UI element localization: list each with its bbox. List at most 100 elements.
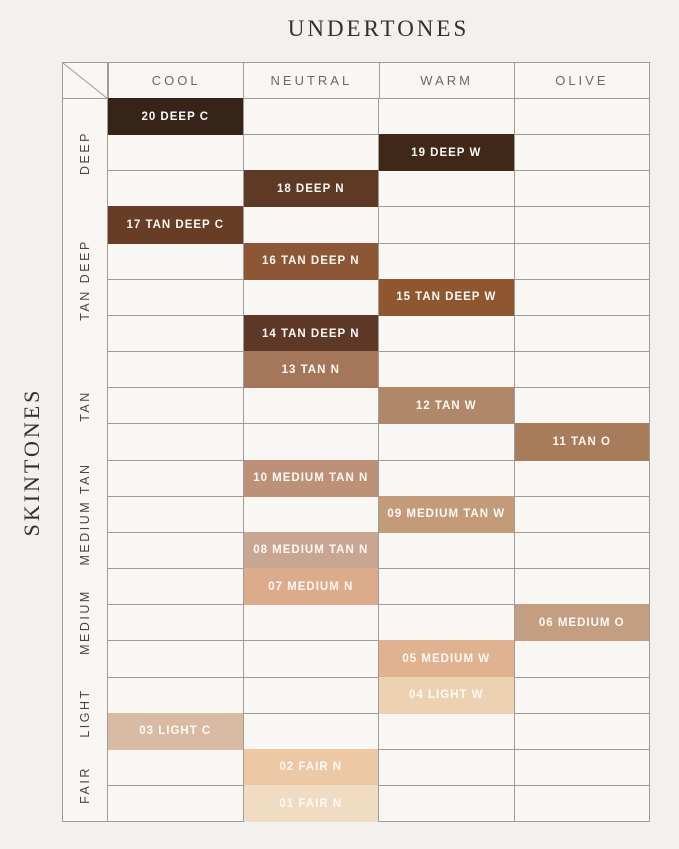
empty-cell [242, 388, 379, 424]
shade-cell-10-medium-tan-n: 10 MEDIUM TAN N [242, 459, 378, 497]
empty-cell [378, 243, 514, 279]
grid-row-7: 14 TAN DEEP N [108, 314, 650, 353]
group-label-deep: DEEP [78, 131, 92, 176]
empty-cell [108, 388, 243, 423]
empty-cell [513, 99, 650, 135]
column-header-neutral: NEUTRAL [243, 63, 378, 98]
shade-cell-label: 16 TAN DEEP N [261, 255, 360, 268]
column-header-olive: OLIVE [513, 63, 649, 98]
empty-cell [108, 641, 243, 676]
empty-cell [108, 605, 243, 640]
shade-cell-11-tan-o: 11 TAN O [513, 423, 649, 461]
empty-cell [242, 677, 379, 713]
empty-cell [108, 750, 243, 785]
skintones-axis-label: SKINTONES [19, 387, 44, 537]
shade-cell-05-medium-w: 05 MEDIUM W [378, 640, 514, 678]
shade-cell-label: 01 FAIR N [279, 797, 343, 810]
empty-cell [378, 460, 514, 496]
shade-cell-label: 08 MEDIUM TAN N [253, 544, 369, 557]
chart-title: UNDERTONES [287, 16, 470, 41]
shade-cell-20-deep-c: 20 DEEP C [108, 98, 243, 136]
empty-cell [513, 352, 650, 388]
group-label-light: LIGHT [78, 688, 92, 738]
table-body: DEEP TAN DEEP TAN MEDIUM TAN MEDIUM LIGHT FAIR… [63, 98, 650, 823]
grid-row-16: 05 MEDIUM W [108, 640, 649, 678]
empty-cell [378, 99, 514, 135]
grid-row-20: 01 FAIR N [108, 784, 649, 823]
grid-row-15: 06 MEDIUM O [108, 604, 649, 642]
empty-cell [108, 786, 243, 821]
empty-cell [108, 352, 243, 387]
empty-cell [513, 388, 650, 424]
empty-cell [513, 279, 650, 315]
empty-cell [242, 713, 379, 749]
empty-cell [513, 207, 650, 243]
empty-cell [242, 207, 379, 243]
empty-cell [513, 460, 650, 496]
empty-cell [378, 749, 514, 785]
empty-cell [108, 280, 243, 315]
shade-cell-12-tan-w: 12 TAN W [378, 387, 514, 425]
empty-cell [378, 171, 514, 207]
shade-cell-label: 09 MEDIUM TAN W [387, 508, 506, 521]
shade-cell-08-medium-tan-n: 08 MEDIUM TAN N [242, 531, 378, 570]
shade-cell-03-light-c: 03 LIGHT C [108, 712, 243, 750]
empty-cell [513, 749, 650, 785]
column-header-cool: COOL [108, 63, 243, 98]
grid-row-11: 10 MEDIUM TAN N [108, 459, 650, 497]
shade-cell-19-deep-w: 19 DEEP W [378, 134, 514, 172]
empty-cell [513, 569, 650, 605]
shade-cell-label: 07 MEDIUM N [268, 580, 354, 593]
empty-cell [108, 316, 243, 351]
shade-cell-18-deep-n: 18 DEEP N [242, 170, 378, 208]
column-header-warm: WARM [378, 63, 514, 98]
empty-cell [513, 532, 650, 569]
empty-cell [108, 533, 243, 568]
skintone-group-column: DEEP TAN DEEP TAN MEDIUM TAN MEDIUM LIGHT FAIR [63, 99, 108, 821]
empty-cell [513, 713, 650, 749]
grid-row-18: 03 LIGHT C [108, 712, 650, 750]
empty-cell [108, 678, 243, 713]
empty-cell [242, 605, 379, 641]
empty-cell [108, 461, 243, 496]
shade-cell-02-fair-n: 02 FAIR N [242, 748, 378, 786]
shade-cell-label: 02 FAIR N [279, 761, 343, 774]
shade-cell-label: 11 TAN O [552, 435, 611, 448]
empty-cell [513, 315, 650, 352]
shade-cell-17-tan-deep-c: 17 TAN DEEP C [108, 206, 243, 244]
grid-row-14: 07 MEDIUM N [108, 568, 650, 606]
shade-cell-label: 06 MEDIUM O [538, 616, 625, 629]
empty-cell [242, 99, 379, 135]
shade-cell-06-medium-o: 06 MEDIUM O [513, 604, 649, 642]
empty-cell [378, 713, 514, 749]
grid-row-17: 04 LIGHT W [108, 676, 649, 714]
empty-cell [378, 785, 514, 822]
grid-row-12: 09 MEDIUM TAN W [108, 495, 650, 533]
shade-cell-label: 05 MEDIUM W [402, 652, 491, 665]
empty-cell [242, 279, 379, 315]
empty-cell [378, 352, 514, 388]
empty-cell [513, 135, 650, 171]
corner-diagonal-line [63, 63, 108, 99]
shade-cell-09-medium-tan-w: 09 MEDIUM TAN W [378, 495, 514, 533]
grid-row-1: 20 DEEP C [108, 98, 650, 136]
grid-row-8: 13 TAN N [108, 351, 650, 389]
empty-cell [242, 641, 379, 677]
shade-chart-table: COOL NEUTRAL WARM OLIVE DEEP TAN DEEP TAN MEDI… [62, 62, 650, 823]
shade-cell-label: 10 MEDIUM TAN N [253, 472, 369, 485]
grid-row-6: 15 TAN DEEP W [108, 278, 650, 316]
undertone-header-row: COOL NEUTRAL WARM OLIVE [63, 63, 649, 99]
grid-row-9: 12 TAN W [108, 387, 650, 425]
shade-cell-13-tan-n: 13 TAN N [242, 351, 378, 389]
empty-cell [378, 569, 514, 605]
shade-cell-label: 03 LIGHT C [139, 725, 212, 738]
empty-cell [108, 497, 243, 532]
empty-cell [513, 496, 650, 532]
empty-cell [378, 315, 514, 352]
shade-cell-label: 04 LIGHT W [408, 689, 484, 702]
grid-row-13: 08 MEDIUM TAN N [108, 531, 650, 570]
shade-cell-label: 20 DEEP C [141, 110, 210, 123]
empty-cell [378, 532, 514, 569]
shade-cell-15-tan-deep-w: 15 TAN DEEP W [378, 278, 514, 316]
